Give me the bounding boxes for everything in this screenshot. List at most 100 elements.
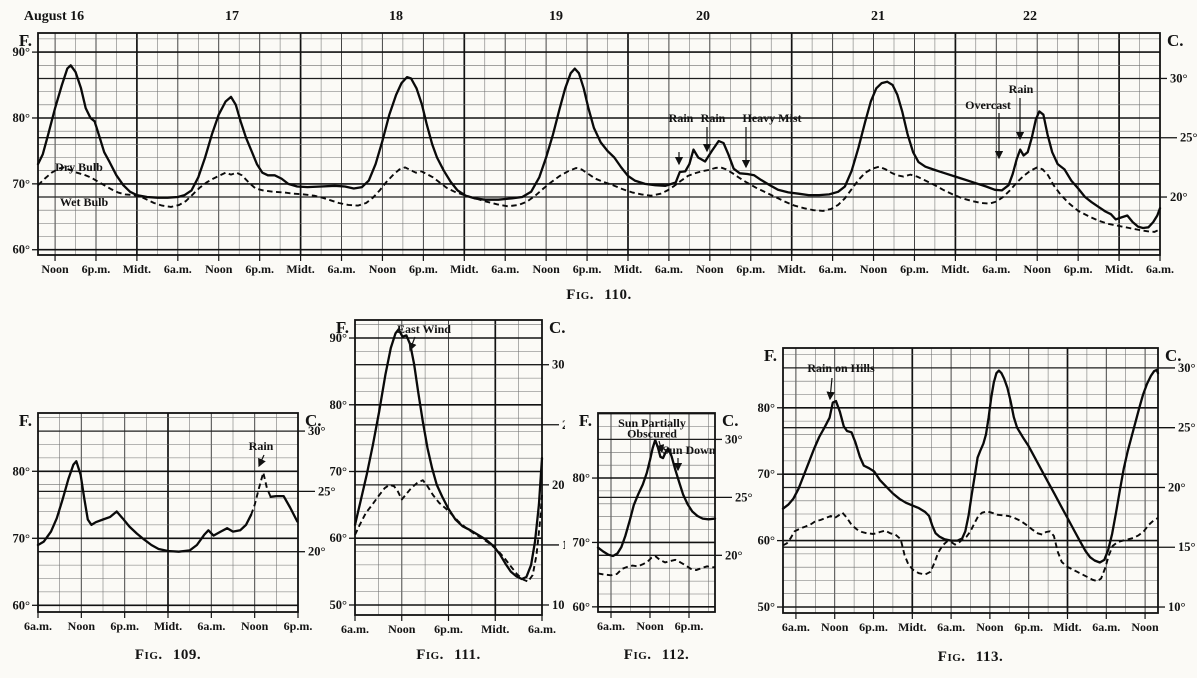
x-tick-label: 6a.m. <box>24 619 52 633</box>
x-tick-label: 6a.m. <box>528 622 556 636</box>
x-tick-label: 6a.m. <box>819 262 847 276</box>
x-tick-label: Midt. <box>123 262 151 276</box>
x-tick-label: 6p.m. <box>434 622 463 636</box>
x-tick-label: 6a.m. <box>491 262 519 276</box>
annotation-east-wind: East Wind <box>397 322 451 352</box>
c-axis-label: 25° <box>1180 131 1197 145</box>
c-axis-label: 25° <box>1178 421 1196 435</box>
grid-fig110 <box>38 33 1161 255</box>
c-axis-fig109: 30° 25° 20° <box>298 424 335 559</box>
svg-text:Sun Partially: Sun Partially <box>618 416 686 430</box>
x-tick-label: Noon <box>388 622 416 636</box>
f-axis-label: 80° <box>573 471 591 485</box>
x-tick-label: 6a.m. <box>782 620 810 634</box>
x-tick-label: Midt. <box>481 622 509 636</box>
x-tick-label: Noon <box>976 620 1004 634</box>
chart-svg-fig112: 6a.m. Noon 6p.m. 80° 70° 60° 30° 25° 20° F. C. Sun … <box>573 411 753 633</box>
x-tick-label: 6p.m. <box>859 620 888 634</box>
c-axis-label: 30° <box>1178 361 1196 375</box>
series-wet-bulb <box>37 165 1161 233</box>
svg-text:East Wind: East Wind <box>397 322 451 336</box>
x-axis-fig113: 6a.m. Noon 6p.m. Midt. 6a.m. Noon 6p.m. Midt. 6a… <box>782 613 1159 634</box>
celsius-axis-letter: C. <box>722 411 739 430</box>
c-axis-label: 15° <box>562 538 565 552</box>
series-dry-bulb <box>781 368 1160 564</box>
annotation-wet-bulb: Wet Bulb <box>60 195 109 209</box>
x-tick-label: Midt. <box>941 262 969 276</box>
figure-caption-111: Fig. 111. <box>416 647 481 663</box>
x-tick-label: 6a.m. <box>655 262 683 276</box>
series-dry-bulb <box>596 438 717 558</box>
c-axis-label: 20° <box>552 478 565 492</box>
chart-svg-fig111: 6a.m. Noon 6p.m. Midt. 6a.m. 90° 80° 70° 60° 50° 3… <box>330 318 565 636</box>
c-axis-label: 30° <box>552 358 565 372</box>
c-axis-fig113: 30° 25° 20° 15° 10° <box>1158 361 1196 614</box>
annotation-overcast: Overcast <box>965 98 1011 160</box>
x-tick-label: Noon <box>636 619 664 633</box>
series-dry-bulb-rain-peak <box>250 471 272 516</box>
x-tick-label: 6a.m. <box>328 262 356 276</box>
annotation-heavy-mist: Heavy Mist <box>741 111 802 169</box>
chart-svg-fig109: 6a.m. Noon 6p.m. Midt. 6a.m. Noon 6p.m. 80° 70° 6… <box>13 411 336 633</box>
x-tick-label: 6a.m. <box>341 622 369 636</box>
x-tick-label: 6p.m. <box>1064 262 1093 276</box>
figure-109: 6a.m. Noon 6p.m. Midt. 6a.m. Noon 6p.m. 80° 70° 6… <box>0 385 336 645</box>
x-tick-label: 6a.m. <box>197 619 225 633</box>
figure-112: 6a.m. Noon 6p.m. 80° 70° 60° 30° 25° 20° F. C. Sun … <box>565 385 780 645</box>
f-axis-label: 50° <box>330 598 347 612</box>
f-axis-label: 70° <box>758 467 775 481</box>
annotation-rain: Rain <box>249 439 274 468</box>
fahrenheit-axis-letter: F. <box>579 411 592 430</box>
f-axis-label: 60° <box>13 243 31 257</box>
celsius-axis-letter: C. <box>1167 31 1184 50</box>
x-tick-label: 6p.m. <box>284 619 313 633</box>
f-axis-label: 90° <box>13 45 31 59</box>
x-tick-label: 6p.m. <box>110 619 139 633</box>
x-tick-label: 6p.m. <box>82 262 111 276</box>
x-axis-fig109: 6a.m. Noon 6p.m. Midt. 6a.m. Noon 6p.m. <box>24 612 312 633</box>
chart-fig-111: 6a.m. Noon 6p.m. Midt. 6a.m. 90° 80° 70° 60° 50° 3… <box>330 303 565 645</box>
figure-111: 6a.m. Noon 6p.m. Midt. 6a.m. 90° 80° 70° 60° 50° 3… <box>330 303 565 645</box>
annotation-rain: Rain <box>1009 82 1034 141</box>
x-tick-label: Midt. <box>286 262 314 276</box>
grid-fig113 <box>783 348 1158 613</box>
x-tick-label: 6a.m. <box>597 619 625 633</box>
series-dry-bulb-after-rain <box>269 494 299 523</box>
x-tick-label: 6a.m. <box>164 262 192 276</box>
chart-svg-fig110: Noon 6p.m. Midt. 6a.m. Noon 6p.m. Midt. 6a.m. No… <box>13 9 1197 276</box>
x-tick-label: 6p.m. <box>409 262 438 276</box>
annotation-rain: Rain <box>669 111 694 166</box>
x-tick-label: 6a.m. <box>937 620 965 634</box>
plot-frame <box>37 32 1161 256</box>
svg-text:Dry Bulb: Dry Bulb <box>55 160 103 174</box>
date-label: 20 <box>696 9 710 24</box>
x-tick-label: 6p.m. <box>736 262 765 276</box>
celsius-axis-letter: C. <box>549 318 565 337</box>
svg-text:Rain: Rain <box>669 111 694 125</box>
figure-caption-113: Fig. 113. <box>937 649 1004 665</box>
x-tick-label: Noon <box>241 619 269 633</box>
figure-caption-109: Fig. 109. <box>134 647 202 663</box>
fahrenheit-axis-letter: F. <box>764 346 777 365</box>
f-axis-fig111: 90° 80° 70° 60° 50° <box>330 331 355 612</box>
x-tick-label: Noon <box>68 619 96 633</box>
f-axis-label: 50° <box>758 600 775 614</box>
x-tick-label: Midt. <box>778 262 806 276</box>
f-axis-label: 60° <box>330 531 347 545</box>
x-tick-label: 6a.m. <box>1146 262 1174 276</box>
plot-frame <box>597 412 716 613</box>
date-label: 21 <box>871 9 885 24</box>
x-tick-label: Noon <box>205 262 233 276</box>
f-axis-label: 80° <box>13 111 31 125</box>
f-axis-label: 70° <box>330 465 347 479</box>
date-label: 17 <box>225 9 239 24</box>
celsius-axis-letter: C. <box>1165 346 1182 365</box>
series-wet-bulb <box>354 479 543 583</box>
x-tick-label: Midt. <box>1105 262 1133 276</box>
annotation-rain: Rain <box>701 111 726 153</box>
c-axis-label: 20° <box>1170 190 1188 204</box>
x-axis-fig112: 6a.m. Noon 6p.m. <box>597 612 703 633</box>
chart-fig-109: 6a.m. Noon 6p.m. Midt. 6a.m. Noon 6p.m. 80° 70° 6… <box>0 385 336 645</box>
svg-text:Obscured: Obscured <box>627 427 677 441</box>
celsius-axis-letter: C. <box>305 411 322 430</box>
